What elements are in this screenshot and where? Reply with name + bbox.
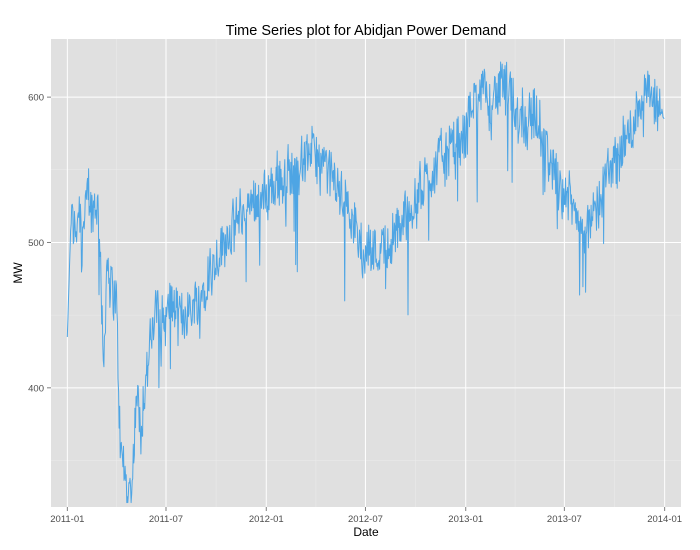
x-tick-label: 2013-01 xyxy=(448,514,483,525)
plot-panel xyxy=(51,39,681,507)
y-axis-title: MW xyxy=(11,262,25,284)
x-axis: 2011-01 2011-07 2012-01 2012-07 2013-01 2013-… xyxy=(50,507,682,525)
y-axis: 400 500 600 xyxy=(28,93,51,394)
x-tick-label: 2014-01 xyxy=(647,514,682,525)
y-tick-label: 500 xyxy=(28,238,44,249)
major-gridlines xyxy=(51,39,681,507)
demand-series-line xyxy=(66,61,665,504)
x-tick-label: 2011-01 xyxy=(50,514,84,525)
x-tick-label: 2013-07 xyxy=(547,514,582,525)
x-tick-label: 2012-01 xyxy=(249,514,284,525)
x-tick-label: 2012-07 xyxy=(348,514,383,525)
x-axis-title: Date xyxy=(353,525,379,539)
chart-title: Time Series plot for Abidjan Power Deman… xyxy=(226,23,507,39)
x-tick-label: 2011-07 xyxy=(149,514,183,525)
y-tick-label: 400 xyxy=(28,383,44,394)
y-tick-label: 600 xyxy=(28,93,44,104)
